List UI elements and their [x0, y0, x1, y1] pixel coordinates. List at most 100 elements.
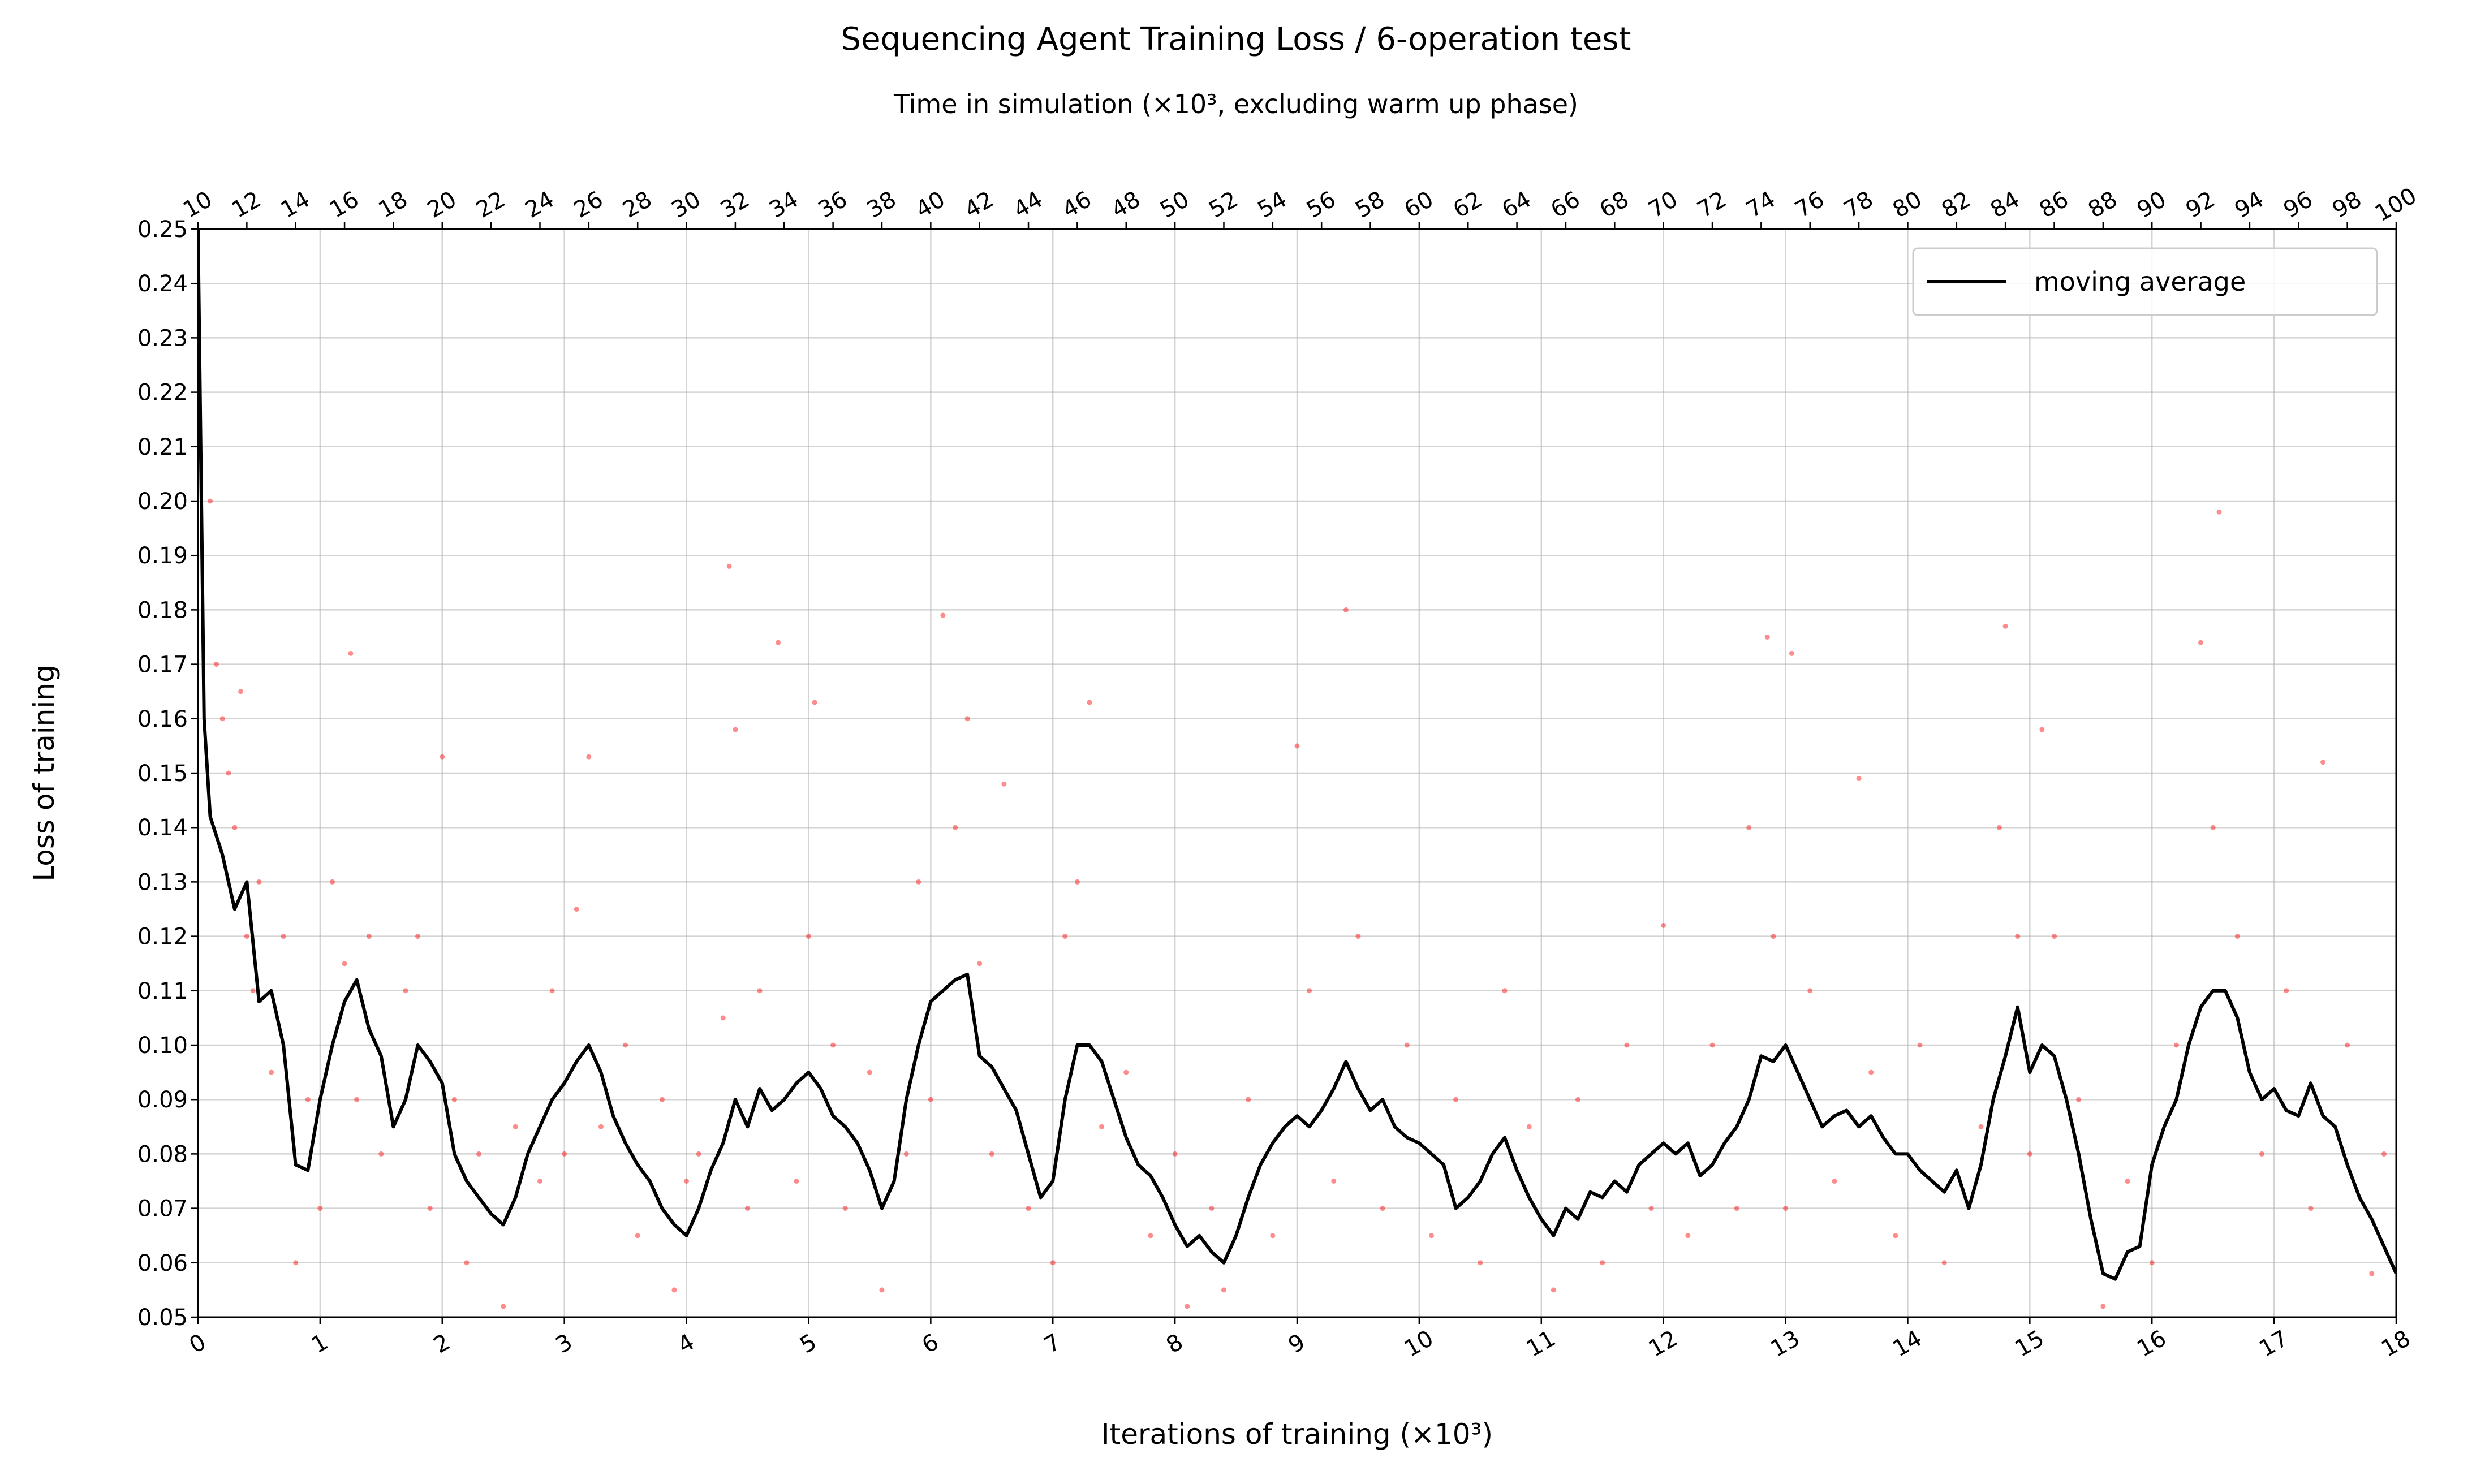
x2-tick-label: 26 — [570, 186, 608, 223]
x2-tick-label: 34 — [765, 186, 803, 223]
scatter-point — [1783, 1206, 1789, 1211]
scatter-point — [1062, 934, 1068, 939]
x-axis-label: Iterations of training (×10³) — [1101, 1418, 1493, 1451]
x2-tick-label: 20 — [423, 186, 461, 223]
y-tick-label: 0.19 — [137, 543, 188, 569]
scatter-point — [1771, 934, 1776, 939]
y-tick-label: 0.08 — [137, 1141, 188, 1167]
scatter-point — [2149, 1260, 2155, 1266]
x2-tick-label: 82 — [1937, 186, 1975, 223]
scatter-point — [2027, 1151, 2032, 1157]
scatter-point — [1746, 825, 1752, 830]
x2-tick-label: 36 — [814, 186, 852, 223]
x-tick-label: 6 — [918, 1329, 943, 1359]
scatter-point — [1734, 1206, 1739, 1211]
x-tick-label: 18 — [2377, 1325, 2415, 1362]
scatter-point — [213, 662, 219, 667]
scatter-point — [1661, 922, 1666, 928]
scatter-point — [1172, 1151, 1178, 1157]
scatter-point — [476, 1151, 482, 1157]
scatter-point — [2216, 509, 2222, 515]
scatter-point — [1355, 934, 1361, 939]
x2-tick-label: 96 — [2279, 186, 2317, 223]
x2-tick-label: 18 — [374, 186, 412, 223]
scatter-point — [635, 1233, 640, 1239]
scatter-point — [1941, 1260, 1947, 1266]
scatter-point — [2284, 988, 2289, 994]
scatter-point — [757, 988, 763, 994]
y-tick-label: 0.11 — [137, 978, 188, 1004]
scatter-point — [879, 1287, 885, 1293]
scatter-point — [1575, 1097, 1581, 1102]
scatter-point — [403, 988, 408, 994]
scatter-point — [501, 1304, 506, 1309]
scatter-point — [720, 1015, 726, 1021]
scatter-point — [1856, 776, 1862, 782]
scatter-point — [293, 1260, 299, 1266]
y-tick-label: 0.24 — [137, 271, 188, 297]
x-tick-label: 1 — [307, 1329, 333, 1359]
x2-tick-label: 40 — [911, 186, 949, 223]
scatter-point — [238, 689, 244, 694]
scatter-point — [684, 1179, 690, 1184]
scatter-point — [1764, 635, 1770, 640]
scatter-point — [775, 640, 781, 645]
scatter-point — [1209, 1206, 1215, 1211]
legend-label: moving average — [2034, 266, 2246, 297]
y-tick-label: 0.05 — [137, 1305, 188, 1331]
scatter-point — [1404, 1042, 1410, 1048]
scatter-point — [1307, 988, 1312, 994]
x2-tick-label: 50 — [1156, 186, 1194, 223]
x2-tick-label: 14 — [277, 186, 315, 223]
scatter-point — [1685, 1233, 1691, 1239]
scatter-point — [1868, 1069, 1874, 1075]
scatter-point — [342, 961, 347, 967]
scatter-point — [2369, 1271, 2375, 1276]
scatter-point — [953, 825, 958, 830]
y-tick-label: 0.14 — [137, 815, 188, 841]
scatter-point — [1709, 1042, 1715, 1048]
x2-tick-label: 66 — [1547, 186, 1584, 223]
scatter-point — [2234, 934, 2240, 939]
x2-tick-label: 94 — [2230, 186, 2268, 223]
scatter-point — [1551, 1287, 1556, 1293]
scatter-point — [2345, 1042, 2350, 1048]
scatter-point — [598, 1124, 604, 1129]
scatter-point — [1526, 1124, 1532, 1129]
scatter-point — [305, 1097, 311, 1102]
y-tick-label: 0.15 — [137, 761, 188, 787]
scatter-point — [513, 1124, 518, 1129]
scatter-point — [1050, 1260, 1056, 1266]
x-tick-label: 2 — [429, 1329, 455, 1359]
y-axis-label: Loss of training — [28, 665, 61, 881]
scatter-point — [244, 934, 249, 939]
scatter-point — [2173, 1042, 2179, 1048]
x-tick-label: 9 — [1284, 1329, 1310, 1359]
x-tick-label: 11 — [1522, 1325, 1560, 1362]
x-tick-label: 0 — [185, 1329, 210, 1359]
scatter-point — [1123, 1069, 1129, 1075]
scatter-point — [1917, 1042, 1923, 1048]
x2-tick-label: 90 — [2133, 186, 2170, 223]
scatter-point — [1270, 1233, 1276, 1239]
scatter-point — [733, 727, 738, 732]
scatter-point — [842, 1206, 848, 1211]
scatter-point — [1893, 1233, 1898, 1239]
scatter-point — [916, 879, 921, 885]
plot-area — [198, 229, 2396, 1309]
scatter-point — [671, 1287, 677, 1293]
scatter-point — [696, 1151, 701, 1157]
scatter-point — [256, 879, 262, 885]
x2-tick-label: 44 — [1009, 186, 1047, 223]
x-tick-label: 16 — [2133, 1325, 2170, 1362]
scatter-point — [2210, 825, 2216, 830]
scatter-point — [1099, 1124, 1105, 1129]
scatter-point — [2076, 1097, 2082, 1102]
scatter-point — [366, 934, 372, 939]
x2-tick-label: 70 — [1644, 186, 1682, 223]
y-tick-label: 0.23 — [137, 325, 188, 351]
x2-tick-label: 54 — [1254, 186, 1291, 223]
y-tick-label: 0.25 — [137, 217, 188, 243]
